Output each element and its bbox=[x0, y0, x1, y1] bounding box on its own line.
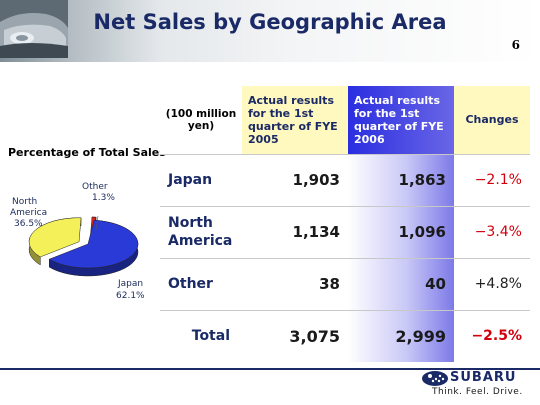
region-north-america: North America bbox=[160, 205, 242, 258]
col-header-changes: Changes bbox=[454, 86, 530, 154]
unit-label: (100 million yen) bbox=[160, 86, 242, 154]
pie-slice-north-america bbox=[28, 217, 82, 258]
car-photo bbox=[0, 0, 68, 58]
pie-label-japan-name: Japan bbox=[117, 279, 143, 289]
japan-fye2005: 1,903 bbox=[242, 153, 348, 206]
region-na-label-1: North bbox=[168, 215, 213, 231]
table-row: Japan 1,903 1,863 −2.1% bbox=[160, 153, 530, 206]
col-header-fye2006-l3: quarter of FYE bbox=[354, 119, 444, 133]
japan-change: −2.1% bbox=[454, 153, 530, 206]
total-fye2006: 2,999 bbox=[348, 309, 454, 362]
col-header-fye2006: Actual results for the 1st quarter of FY… bbox=[348, 86, 454, 154]
footer-rule bbox=[0, 368, 540, 370]
region-other: Other bbox=[160, 257, 242, 310]
region-total: Total bbox=[160, 309, 242, 362]
table-row: North America 1,134 1,096 −3.4% bbox=[160, 205, 530, 258]
region-total-label: Total bbox=[191, 328, 230, 345]
other-change: +4.8% bbox=[454, 257, 530, 310]
unit-label-line1: (100 million bbox=[165, 107, 237, 120]
table-row: Other 38 40 +4.8% bbox=[160, 257, 530, 310]
pie-label-japan-pct: 62.1% bbox=[116, 291, 145, 301]
pie-chart-title: Percentage of Total Sales bbox=[8, 146, 166, 159]
japan-fye2006: 1,863 bbox=[348, 153, 454, 206]
na-change: −3.4% bbox=[454, 205, 530, 258]
col-header-fye2006-l1: Actual results bbox=[354, 93, 440, 107]
pie-label-na-name-2: America bbox=[10, 208, 47, 218]
col-header-fye2005: Actual results for the 1st quarter of FY… bbox=[242, 86, 348, 154]
region-other-label: Other bbox=[168, 276, 213, 292]
pie-label-na-pct: 36.5% bbox=[14, 219, 43, 229]
region-japan: Japan bbox=[160, 153, 242, 206]
brand-tagline: Think. Feel. Drive. bbox=[432, 387, 523, 397]
brand-name: SUBARU bbox=[450, 370, 517, 385]
col-header-fye2005-l2: for the 1st bbox=[248, 106, 314, 120]
col-header-fye2006-l4: 2006 bbox=[354, 132, 385, 146]
other-fye2005: 38 bbox=[242, 257, 348, 310]
subaru-logo: SUBARU Think. Feel. Drive. bbox=[422, 368, 532, 404]
total-fye2005: 3,075 bbox=[242, 309, 348, 362]
na-fye2006: 1,096 bbox=[348, 205, 454, 258]
pie-label-na-name-1: North bbox=[12, 197, 37, 207]
col-header-fye2006-l2: for the 1st bbox=[354, 106, 420, 120]
page-number: 6 bbox=[511, 38, 520, 52]
slide-title: Net Sales by Geographic Area bbox=[93, 10, 447, 34]
col-header-fye2005-l3: quarter of FYE bbox=[248, 119, 338, 133]
table-header-row: (100 million yen) Actual results for the… bbox=[160, 86, 530, 154]
table-row-total: Total 3,075 2,999 −2.5% bbox=[160, 309, 530, 362]
pie-slice-japan bbox=[48, 219, 139, 269]
other-fye2006: 40 bbox=[348, 257, 454, 310]
sales-table: (100 million yen) Actual results for the… bbox=[160, 86, 530, 362]
na-fye2005: 1,134 bbox=[242, 205, 348, 258]
region-na-label-2: America bbox=[168, 233, 233, 249]
total-change: −2.5% bbox=[454, 309, 530, 362]
pleiades-logo-icon bbox=[422, 371, 448, 386]
col-header-fye2005-l1: Actual results bbox=[248, 93, 334, 107]
pie-chart: Other 1.3% North America 36.5% Japan 62.… bbox=[10, 182, 145, 301]
region-japan-label: Japan bbox=[168, 172, 213, 188]
pie-label-other-pct: 1.3% bbox=[92, 193, 115, 203]
slide-header: Net Sales by Geographic Area 6 bbox=[0, 0, 540, 62]
col-header-fye2005-l4: 2005 bbox=[248, 132, 279, 146]
pie-label-other-name: Other bbox=[82, 182, 108, 192]
leader-line-other bbox=[95, 215, 99, 231]
unit-label-line2: yen) bbox=[187, 119, 215, 132]
